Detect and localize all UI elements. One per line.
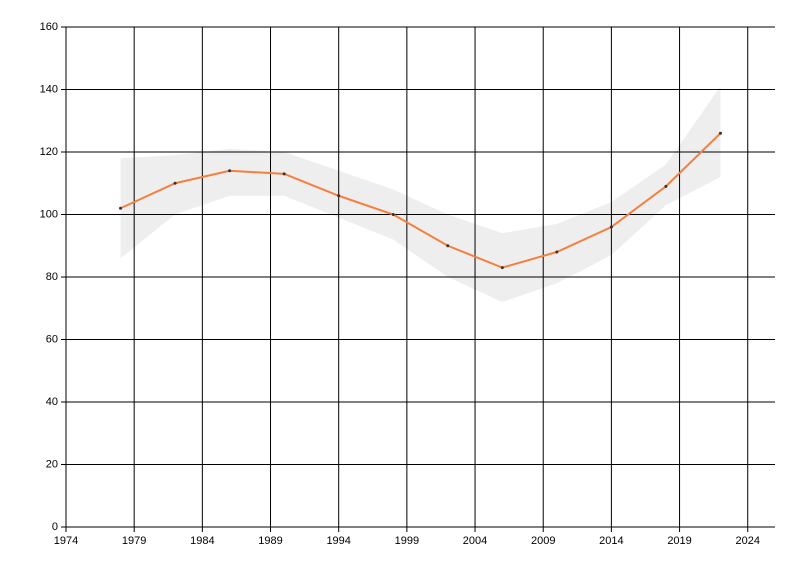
x-tick-label: 2004 bbox=[463, 535, 487, 547]
x-tick-label: 2009 bbox=[531, 535, 555, 547]
confidence-band bbox=[120, 86, 721, 302]
point bbox=[228, 169, 232, 173]
point bbox=[282, 172, 286, 176]
x-tick-label: 1994 bbox=[326, 535, 350, 547]
y-tick-label: 20 bbox=[46, 458, 58, 470]
x-tick-label: 1989 bbox=[258, 535, 282, 547]
y-tick-label: 80 bbox=[46, 271, 58, 283]
point bbox=[664, 184, 668, 188]
x-tick-label: 1984 bbox=[190, 535, 214, 547]
y-tick-label: 60 bbox=[46, 333, 58, 345]
point bbox=[500, 266, 504, 270]
y-tick-label: 100 bbox=[40, 208, 58, 220]
x-tick-label: 1979 bbox=[122, 535, 146, 547]
point bbox=[119, 206, 123, 210]
y-tick-label: 160 bbox=[40, 21, 58, 33]
point bbox=[391, 213, 395, 216]
y-tick-label: 140 bbox=[40, 83, 58, 95]
x-tick-label: 2014 bbox=[599, 535, 623, 547]
line bbox=[120, 132, 722, 269]
x-tick-label: 2019 bbox=[667, 535, 691, 547]
point bbox=[337, 194, 341, 198]
y-tick-label: 0 bbox=[52, 521, 58, 533]
x-tick-label: 2024 bbox=[735, 535, 759, 547]
point bbox=[609, 225, 613, 229]
point bbox=[718, 131, 722, 135]
y-tick-label: 120 bbox=[40, 146, 58, 158]
y-tick-label: 40 bbox=[46, 396, 58, 408]
x-tick-label: 1999 bbox=[395, 535, 419, 547]
point bbox=[446, 244, 450, 248]
point bbox=[173, 181, 177, 185]
x-tick-label: 1974 bbox=[54, 535, 78, 547]
point bbox=[555, 250, 559, 254]
